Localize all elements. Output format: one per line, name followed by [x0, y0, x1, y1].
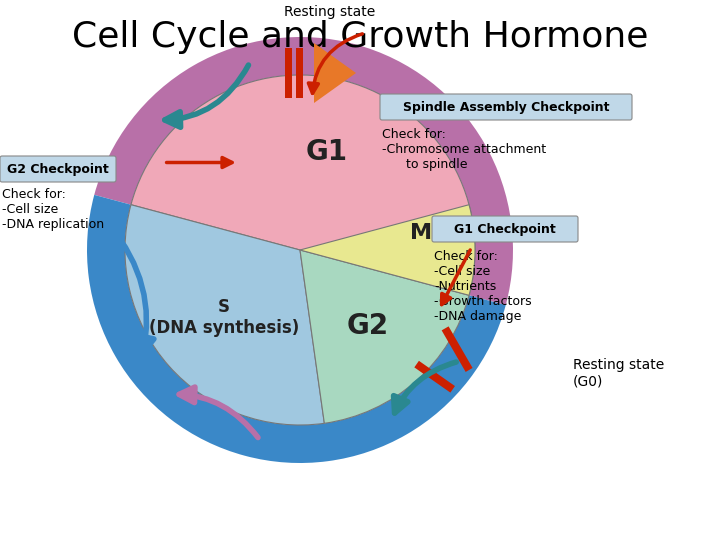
- FancyBboxPatch shape: [0, 156, 116, 182]
- Wedge shape: [94, 37, 513, 305]
- Text: Check for:
-Cell size
-Nutrients
-Growth factors
-DNA damage: Check for: -Cell size -Nutrients -Growth…: [434, 250, 531, 323]
- Text: G1: G1: [305, 138, 347, 166]
- Text: Check for:
-Chromosome attachment
      to spindle: Check for: -Chromosome attachment to spi…: [382, 128, 546, 171]
- Text: S
(DNA synthesis): S (DNA synthesis): [149, 298, 299, 336]
- Wedge shape: [300, 205, 475, 295]
- Polygon shape: [314, 43, 356, 103]
- Text: G1 Checkpoint: G1 Checkpoint: [454, 222, 556, 235]
- Text: Resting state: Resting state: [284, 5, 376, 19]
- Text: G2: G2: [346, 312, 388, 340]
- Text: Check for:
-Cell size
-DNA replication: Check for: -Cell size -DNA replication: [2, 188, 104, 231]
- Wedge shape: [87, 195, 505, 463]
- Text: Cell Cycle and Growth Hormone: Cell Cycle and Growth Hormone: [72, 20, 648, 54]
- FancyBboxPatch shape: [380, 94, 632, 120]
- Wedge shape: [125, 205, 324, 425]
- Bar: [441, 326, 472, 372]
- Bar: [296, 48, 303, 98]
- Text: G2 Checkpoint: G2 Checkpoint: [7, 163, 109, 176]
- Wedge shape: [300, 250, 469, 423]
- Bar: [285, 48, 292, 98]
- Bar: [414, 361, 455, 393]
- Wedge shape: [131, 75, 475, 295]
- Text: Spindle Assembly Checkpoint: Spindle Assembly Checkpoint: [402, 100, 609, 113]
- Text: Resting state
(G0): Resting state (G0): [573, 359, 665, 389]
- FancyBboxPatch shape: [432, 216, 578, 242]
- Text: M: M: [410, 223, 433, 243]
